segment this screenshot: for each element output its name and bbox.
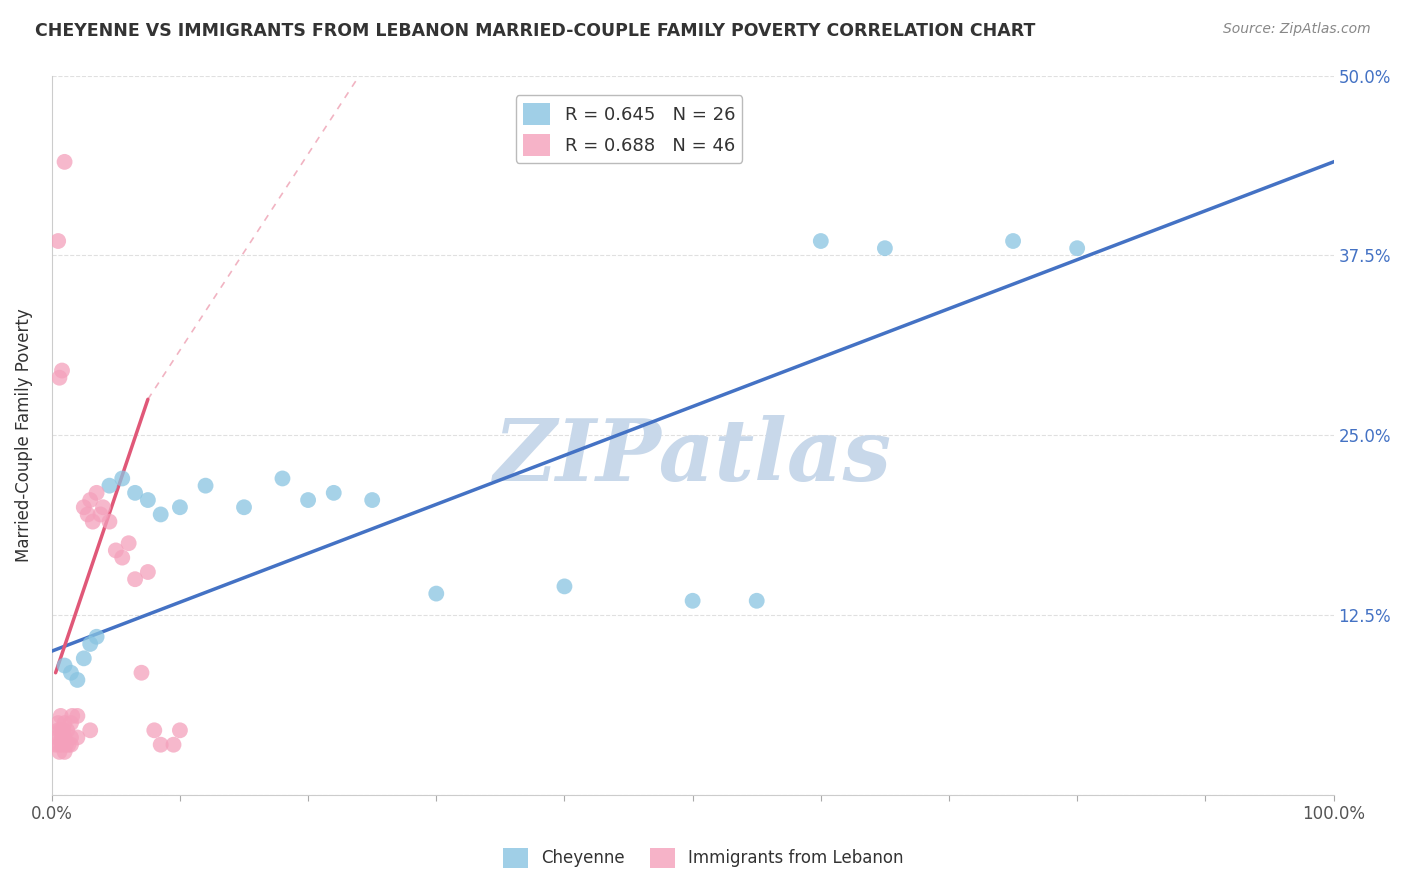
Point <box>131 665 153 680</box>
Point <box>53 154 76 169</box>
Point <box>58 738 80 752</box>
Point <box>745 594 768 608</box>
Point <box>56 723 79 738</box>
Point <box>98 478 121 492</box>
Point <box>66 709 89 723</box>
Text: CHEYENNE VS IMMIGRANTS FROM LEBANON MARRIED-COUPLE FAMILY POVERTY CORRELATION CH: CHEYENNE VS IMMIGRANTS FROM LEBANON MARR… <box>35 22 1036 40</box>
Point <box>553 579 575 593</box>
Y-axis label: Married-Couple Family Poverty: Married-Couple Family Poverty <box>15 309 32 562</box>
Point <box>59 731 82 745</box>
Point <box>89 508 111 522</box>
Point <box>98 515 121 529</box>
Point <box>111 471 134 485</box>
Point <box>46 716 69 731</box>
Point <box>86 630 108 644</box>
Point <box>143 723 166 738</box>
Point <box>124 486 146 500</box>
Point <box>104 543 127 558</box>
Point <box>51 363 73 377</box>
Point <box>73 500 96 515</box>
Point <box>59 665 82 680</box>
Point <box>82 515 104 529</box>
Point <box>91 500 114 515</box>
Point <box>149 508 172 522</box>
Point <box>48 370 70 384</box>
Point <box>1002 234 1025 248</box>
Point <box>53 658 76 673</box>
Point <box>48 738 70 752</box>
Point <box>51 738 73 752</box>
Point <box>76 508 98 522</box>
Point <box>53 716 76 731</box>
Point <box>53 745 76 759</box>
Text: ZIPatlas: ZIPatlas <box>494 415 891 499</box>
Point <box>682 594 704 608</box>
Point <box>136 493 159 508</box>
Point <box>1066 241 1088 255</box>
Point <box>361 493 384 508</box>
Point <box>136 565 159 579</box>
Point <box>51 731 73 745</box>
Point <box>810 234 832 248</box>
Point <box>79 637 101 651</box>
Point <box>66 673 89 687</box>
Point <box>169 723 191 738</box>
Point <box>118 536 141 550</box>
Point <box>59 738 82 752</box>
Point <box>194 478 217 492</box>
Legend: Cheyenne, Immigrants from Lebanon: Cheyenne, Immigrants from Lebanon <box>496 841 910 875</box>
Point <box>149 738 172 752</box>
Point <box>49 709 72 723</box>
Point <box>46 723 69 738</box>
Point <box>59 716 82 731</box>
Point <box>49 723 72 738</box>
Point <box>111 550 134 565</box>
Point <box>45 731 67 745</box>
Point <box>79 493 101 508</box>
Point <box>73 651 96 665</box>
Point <box>271 471 294 485</box>
Legend: R = 0.645   N = 26, R = 0.688   N = 46: R = 0.645 N = 26, R = 0.688 N = 46 <box>516 95 742 163</box>
Point <box>79 723 101 738</box>
Point <box>53 731 76 745</box>
Point <box>873 241 896 255</box>
Point <box>169 500 191 515</box>
Point <box>86 486 108 500</box>
Text: Source: ZipAtlas.com: Source: ZipAtlas.com <box>1223 22 1371 37</box>
Point <box>60 709 83 723</box>
Point <box>233 500 256 515</box>
Point <box>162 738 184 752</box>
Point <box>297 493 319 508</box>
Point <box>48 745 70 759</box>
Point <box>45 738 67 752</box>
Point <box>124 572 146 586</box>
Point <box>425 586 447 600</box>
Point <box>66 731 89 745</box>
Point <box>322 486 344 500</box>
Point <box>55 738 77 752</box>
Point <box>52 723 75 738</box>
Point <box>46 234 69 248</box>
